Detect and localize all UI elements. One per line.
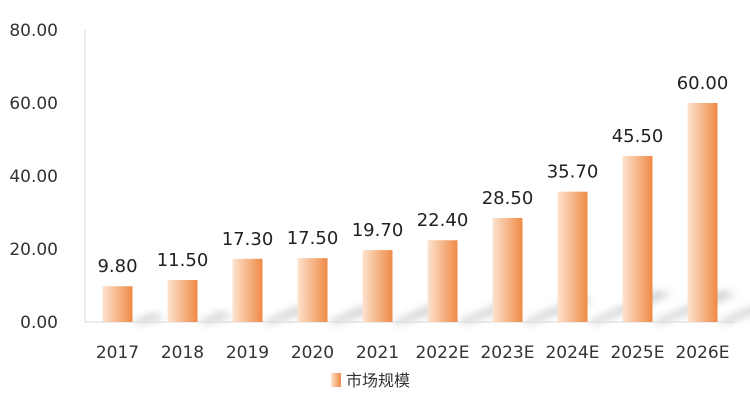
y-tick-label: 60.00 [9,94,58,114]
bar-value-label: 17.30 [222,229,274,250]
bar [102,286,133,322]
bar-value-label: 60.00 [677,73,729,94]
y-tick-label: 0.00 [20,313,58,333]
x-tick-label: 2026E [675,343,729,363]
bar-shadow [717,307,750,324]
bar-shadow [197,311,235,324]
x-tick-label: 2023E [480,343,534,363]
bar-value-label: 35.70 [547,162,599,183]
y-tick-label: 80.00 [9,21,58,41]
bar-value-label: 17.50 [287,228,339,249]
x-tick-label: 2017 [96,343,139,363]
bar [362,250,393,322]
x-tick-label: 2022E [415,343,469,363]
bar-value-label: 45.50 [612,126,664,147]
y-tick-label: 20.00 [9,240,58,260]
x-tick-label: 2018 [161,343,204,363]
legend-label: 市场规模 [346,371,410,390]
y-axis-ticks: 0.00 20.00 40.00 60.00 80.00 [9,21,58,333]
bars: 9.80 11.50 17.30 17.50 19.70 22.40 28.50 35.70 4… [97,73,728,322]
bar-value-label: 28.50 [482,188,534,209]
bar-value-label: 22.40 [417,210,469,231]
x-tick-label: 2025E [610,343,664,363]
bar [622,155,653,322]
x-tick-label: 2024E [545,343,599,363]
bar-value-label: 9.80 [97,256,137,277]
bar-shadow [132,313,167,324]
bar [232,258,263,322]
x-tick-label: 2020 [291,343,334,363]
bar-value-label: 19.70 [352,220,404,241]
legend-swatch [331,373,341,387]
x-tick-label: 2019 [226,343,269,363]
bar [687,103,718,322]
y-tick-label: 40.00 [9,167,58,187]
x-tick-label: 2021 [356,343,399,363]
bar [492,217,523,322]
bar [557,191,588,322]
bar [297,258,328,322]
bar [167,280,198,322]
legend: 市场规模 [331,371,410,390]
x-axis-ticks: 2017 2018 2019 2020 2021 2022E 2023E 2024E 2025E… [96,343,730,363]
bar [427,240,458,322]
bar-value-label: 11.50 [157,250,209,271]
